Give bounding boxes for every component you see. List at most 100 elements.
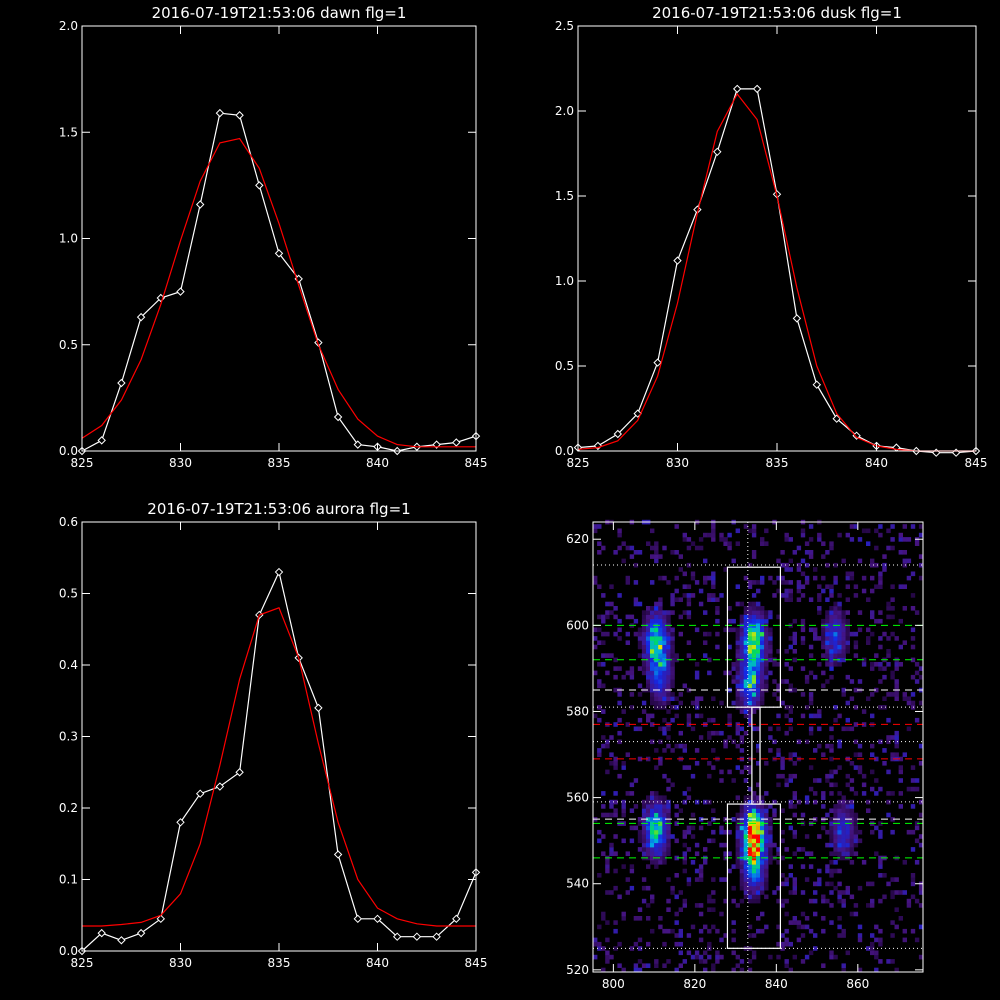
heatmap-cell	[804, 580, 810, 585]
heatmap-cell	[853, 851, 859, 856]
heatmap-cell	[756, 610, 761, 615]
heatmap-cell	[605, 601, 610, 607]
heatmap-cell	[711, 730, 716, 736]
heatmap-cell	[597, 941, 602, 947]
heatmap-cell	[743, 847, 749, 852]
heatmap-cell	[654, 683, 659, 689]
heatmap-cell	[711, 748, 716, 753]
heatmap-cell	[813, 933, 818, 938]
heatmap-cell	[825, 743, 830, 749]
y-tick-label: 0.6	[59, 515, 78, 529]
x-tick-label: 820	[683, 977, 706, 991]
heatmap-cell	[658, 799, 663, 805]
y-tick-label: 1.5	[555, 189, 574, 203]
heatmap-cell	[678, 907, 683, 912]
heatmap-cell	[841, 627, 846, 633]
heatmap-cell	[829, 873, 834, 878]
heatmap-cell	[845, 584, 850, 589]
heatmap-cell	[723, 877, 728, 882]
heatmap-cell	[735, 851, 740, 856]
data-point	[333, 412, 343, 422]
heatmap-cell	[670, 679, 675, 684]
heatmap-cell	[808, 696, 814, 701]
heatmap-cell	[637, 847, 643, 852]
heatmap-cell	[776, 748, 781, 753]
heatmap-cell	[760, 868, 765, 874]
heatmap-cell	[670, 644, 675, 650]
heatmap-cell	[686, 601, 692, 607]
heatmap-cell	[878, 571, 883, 577]
heatmap-cell	[906, 537, 912, 542]
heatmap-cell	[760, 662, 765, 667]
heatmap-cell	[882, 696, 887, 701]
heatmap-cell	[874, 545, 879, 551]
heatmap-cell	[654, 679, 659, 684]
heatmap-cell	[641, 709, 647, 714]
heatmap-cell	[792, 851, 797, 856]
heatmap-cell	[670, 705, 675, 710]
heatmap-cell	[707, 670, 712, 676]
heatmap-cell	[735, 627, 740, 633]
heatmap-cell	[849, 537, 855, 542]
heatmap-cell	[768, 653, 773, 658]
heatmap-cell	[629, 705, 635, 710]
heatmap-cell	[829, 829, 834, 835]
heatmap-cell	[902, 550, 907, 555]
heatmap-cell	[829, 545, 834, 551]
heatmap-cell	[800, 558, 806, 564]
heatmap-cell	[719, 730, 724, 736]
heatmap-cell	[751, 825, 757, 831]
heatmap-cell	[890, 877, 895, 882]
heatmap-cell	[841, 808, 846, 813]
heatmap-cell	[731, 666, 736, 671]
heatmap-cell	[870, 666, 875, 671]
heatmap-cell	[910, 778, 916, 783]
heatmap-cell	[886, 545, 891, 551]
heatmap-cell	[654, 696, 659, 701]
heatmap-cell	[756, 799, 761, 805]
heatmap-cell	[853, 722, 859, 727]
heatmap-cell	[682, 959, 687, 964]
heatmap-cell	[833, 808, 838, 813]
heatmap-cell	[646, 829, 651, 835]
heatmap-cell	[910, 571, 916, 577]
heatmap-cell	[764, 808, 769, 813]
heatmap-cell	[731, 817, 736, 822]
heatmap-cell	[829, 657, 834, 663]
heatmap-cell	[751, 834, 757, 839]
y-tick-label: 540	[566, 877, 589, 891]
heatmap-cell	[910, 765, 916, 770]
heatmap-cell	[760, 812, 765, 818]
heatmap-cell	[829, 821, 834, 826]
heatmap-cell	[756, 829, 761, 835]
heatmap-cell	[882, 567, 887, 572]
heatmap-cell	[609, 610, 614, 615]
heatmap-cell	[629, 692, 635, 697]
heatmap-cell	[747, 933, 753, 938]
heatmap-cell	[751, 812, 757, 818]
heatmap-cell	[760, 618, 765, 624]
heatmap-cell	[878, 873, 883, 878]
heatmap-cell	[866, 640, 871, 645]
heatmap-cell	[878, 829, 883, 835]
heatmap-cell	[641, 640, 647, 645]
selection-box	[751, 706, 761, 805]
heatmap-cell	[747, 580, 753, 585]
heatmap-cell	[898, 644, 903, 650]
heatmap-cell	[853, 640, 859, 645]
heatmap-cell	[658, 916, 663, 921]
heatmap-cell	[796, 588, 802, 594]
heatmap-cell	[784, 730, 789, 736]
heatmap-cell	[841, 829, 846, 835]
heatmap-cell	[743, 670, 749, 676]
heatmap-cell	[804, 674, 810, 680]
heatmap-cell	[637, 644, 643, 650]
heatmap-cell	[841, 851, 846, 856]
heatmap-cell	[772, 890, 777, 895]
heatmap-cell	[743, 618, 749, 624]
heatmap-cell	[825, 812, 830, 818]
heatmap-cell	[910, 636, 916, 641]
heatmap-cell	[601, 593, 606, 598]
heatmap-cell	[682, 868, 687, 874]
heatmap-cell	[621, 864, 626, 869]
